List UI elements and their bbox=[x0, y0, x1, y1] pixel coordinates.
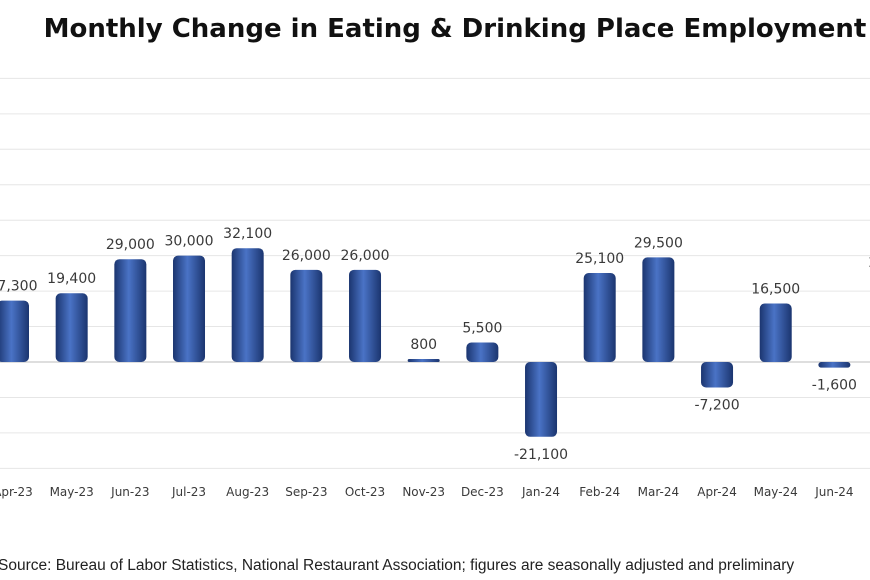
source-note: Source: Bureau of Labor Statistics, Nati… bbox=[0, 557, 795, 574]
bar-dec-23 bbox=[466, 342, 499, 362]
bar-aug-23 bbox=[231, 248, 264, 362]
bar-apr-23 bbox=[0, 300, 29, 362]
data-label: 24,000 bbox=[869, 255, 870, 271]
data-label: 29,500 bbox=[634, 235, 683, 251]
x-tick-label: Apr-24 bbox=[697, 485, 737, 499]
data-label: -1,600 bbox=[812, 378, 857, 394]
bar-may-24 bbox=[759, 303, 792, 362]
chart-svg: 17,300 19,400 29,000 30,000 32,100 26,000 26,0… bbox=[0, 77, 870, 499]
x-tick-label: Oct-23 bbox=[345, 485, 385, 499]
bar-may-23 bbox=[55, 293, 88, 362]
bar-nov-23 bbox=[407, 359, 440, 362]
x-tick-labels: Apr-23 May-23 Jun-23 Jul-23 Aug-23 Sep-23 Oct-… bbox=[0, 485, 854, 499]
x-tick-label: Sep-23 bbox=[285, 485, 327, 499]
bars bbox=[0, 248, 851, 437]
bar-jun-23 bbox=[114, 259, 147, 362]
data-label: 29,000 bbox=[106, 237, 155, 253]
x-tick-label: Mar-24 bbox=[638, 485, 679, 499]
gridlines bbox=[0, 77, 870, 469]
x-tick-label: Jan-24 bbox=[521, 485, 560, 499]
bar-jul-23 bbox=[173, 255, 206, 362]
data-label: -7,200 bbox=[694, 398, 739, 414]
data-label: 25,100 bbox=[575, 251, 624, 267]
x-tick-label: May-24 bbox=[754, 485, 798, 499]
x-tick-label: May-23 bbox=[50, 485, 94, 499]
x-tick-label: Feb-24 bbox=[579, 485, 620, 499]
chart-title: Monthly Change in Eating & Drinking Plac… bbox=[43, 14, 867, 44]
bar-jun-24 bbox=[818, 362, 851, 368]
x-tick-label: Jun-23 bbox=[110, 485, 149, 499]
data-label: 26,000 bbox=[341, 248, 390, 264]
x-tick-label: Apr-23 bbox=[0, 485, 33, 499]
x-tick-label: Dec-23 bbox=[461, 485, 504, 499]
data-label: 26,000 bbox=[282, 248, 331, 264]
x-tick-label: Nov-23 bbox=[402, 485, 445, 499]
data-label: 16,500 bbox=[751, 282, 800, 298]
data-label: -21,100 bbox=[514, 447, 568, 463]
data-label: 800 bbox=[410, 337, 437, 353]
x-tick-label: Aug-23 bbox=[226, 485, 269, 499]
data-label: 5,500 bbox=[462, 321, 502, 337]
bar-sep-23 bbox=[290, 269, 323, 362]
data-label: 30,000 bbox=[165, 234, 214, 250]
bar-oct-23 bbox=[349, 269, 382, 362]
bar-jan-24 bbox=[525, 362, 558, 437]
bar-apr-24 bbox=[701, 362, 734, 388]
bar-feb-24 bbox=[583, 273, 616, 362]
bar-mar-24 bbox=[642, 257, 675, 362]
data-labels: 17,300 19,400 29,000 30,000 32,100 26,000 26,0… bbox=[0, 226, 870, 463]
data-label: 17,300 bbox=[0, 279, 38, 295]
x-tick-label: Jun-24 bbox=[814, 485, 853, 499]
x-tick-label: Jul-23 bbox=[171, 485, 206, 499]
data-label: 32,100 bbox=[223, 226, 272, 242]
data-label: 19,400 bbox=[47, 271, 96, 287]
